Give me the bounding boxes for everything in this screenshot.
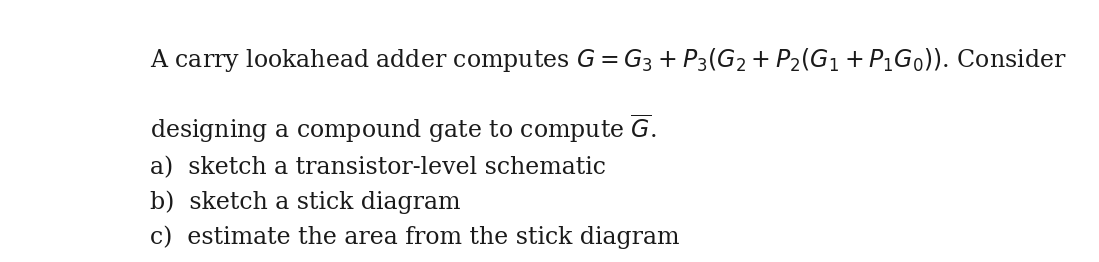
- Text: designing a compound gate to compute $\overline{G}$.: designing a compound gate to compute $\o…: [151, 112, 657, 145]
- Text: a)  sketch a transistor-level schematic: a) sketch a transistor-level schematic: [151, 156, 606, 179]
- Text: A carry lookahead adder computes $G = G_3 + P_3(G_2 + P_2(G_1 + P_1 G_0))$. Cons: A carry lookahead adder computes $G = G_…: [151, 46, 1067, 74]
- Text: c)  estimate the area from the stick diagram: c) estimate the area from the stick diag…: [151, 225, 679, 249]
- Text: b)  sketch a stick diagram: b) sketch a stick diagram: [151, 191, 460, 214]
